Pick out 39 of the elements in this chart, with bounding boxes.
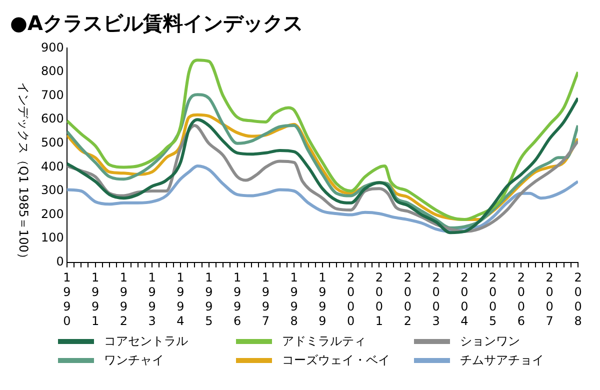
y-tick-label: 700 <box>41 88 64 102</box>
x-tick-label: 1 9 9 6 <box>233 270 242 328</box>
legend-label: ワンチャイ <box>104 352 164 369</box>
x-tick-label: 1 9 9 0 <box>63 270 71 328</box>
x-tick-label: 1 9 9 2 <box>120 270 128 328</box>
x-tick-label: 1 9 9 4 <box>176 270 184 328</box>
x-tick-label: 2 0 0 1 <box>375 270 384 328</box>
chart-title: ●Aクラスビル賃料インデックス <box>10 10 304 37</box>
y-tick-label: 500 <box>41 136 64 150</box>
legend-label: コアセントラル <box>104 333 188 350</box>
legend-label: コーズウェイ・ベイ <box>282 352 390 369</box>
x-tick-label: 1 9 9 5 <box>205 270 213 328</box>
legend-label: ションワン <box>460 333 520 350</box>
y-tick-label: 200 <box>41 206 64 221</box>
x-tick-label: 1 9 9 3 <box>148 270 156 328</box>
legend-label: チムサアチョイ <box>460 352 544 369</box>
y-tick-label: 0 <box>56 254 64 269</box>
x-tick-label: 2 0 0 6 <box>517 270 526 328</box>
line-series <box>66 58 578 222</box>
x-tick-label: 2 0 0 5 <box>488 270 497 328</box>
x-tick-label: 1 9 9 1 <box>91 270 100 328</box>
y-tick-label: 100 <box>41 230 64 245</box>
y-tick-label: 600 <box>41 112 64 126</box>
y-tick-label: 900 <box>41 40 64 54</box>
x-tick-label: 2 0 0 4 <box>460 270 468 328</box>
legend-label: アドミラルティ <box>282 333 366 350</box>
y-axis-title: インデックス（Q1 1985＝100） <box>16 82 32 264</box>
y-tick-label: 800 <box>41 64 64 78</box>
x-tick-label: 1 9 9 8 <box>290 270 298 328</box>
y-tick-label: 400 <box>41 159 64 174</box>
y-tick-label: 300 <box>41 183 64 198</box>
x-tick-label: 2 0 0 0 <box>347 270 355 328</box>
x-tick-label: 1 9 9 7 <box>262 270 270 328</box>
x-tick-label: 2 0 0 7 <box>546 270 554 328</box>
x-tick-label: 2 0 0 2 <box>404 270 412 328</box>
line-series <box>66 164 578 233</box>
x-tick-label: 2 0 0 3 <box>432 270 440 328</box>
x-tick-label: 2 0 0 8 <box>574 270 582 328</box>
x-tick-label: 1 9 9 9 <box>318 270 326 328</box>
